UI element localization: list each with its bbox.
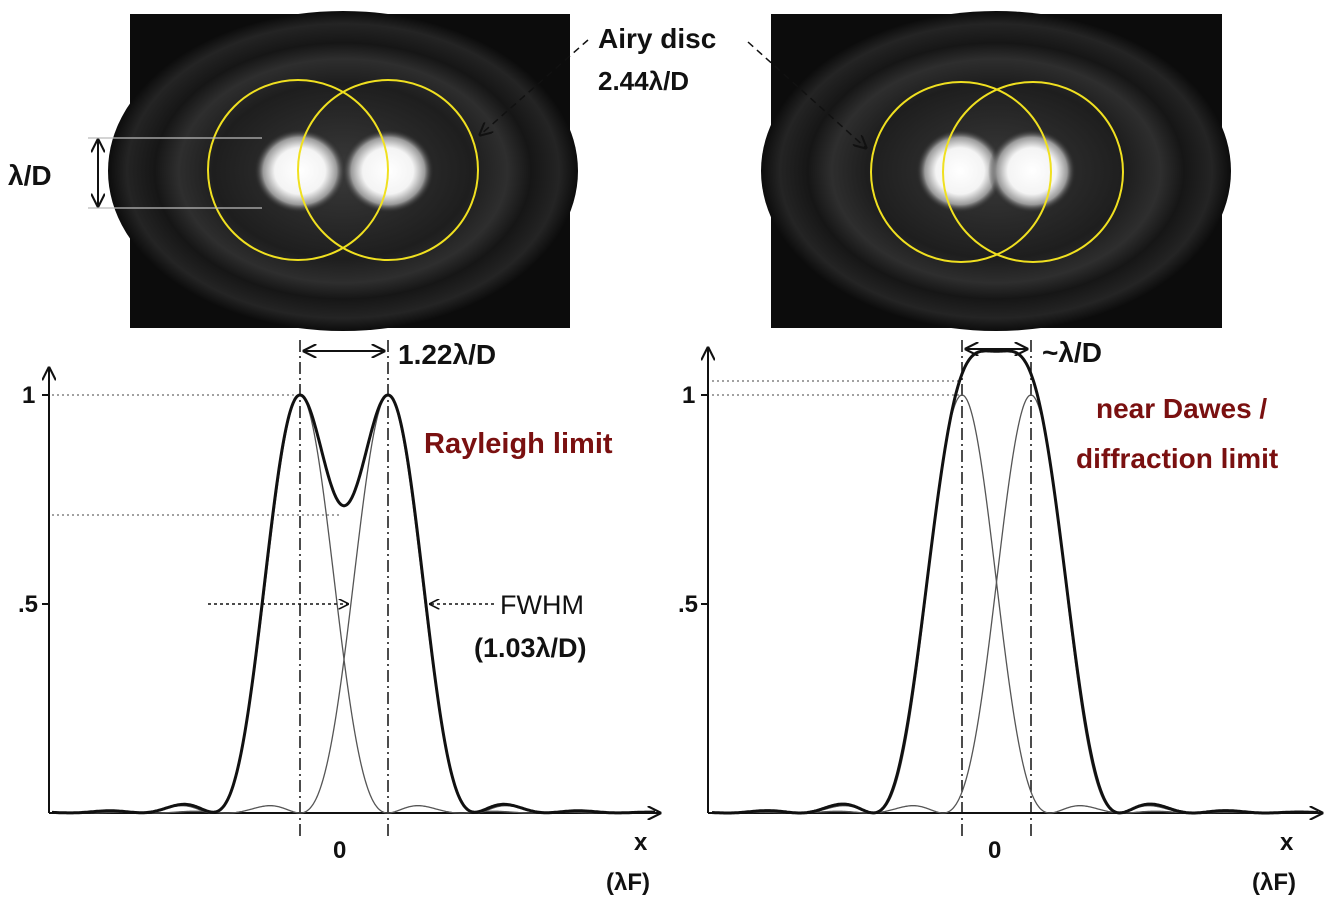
x-axis-label: x <box>1280 829 1294 856</box>
x-axis-unit: (λF) <box>1252 869 1296 896</box>
airy-disc-circle <box>942 81 1124 263</box>
y-tick-half: .5 <box>18 591 38 618</box>
airy-disc-title: Airy disc <box>598 23 716 54</box>
airy-disc-circle <box>207 79 389 261</box>
rayleigh-limit-label: Rayleigh limit <box>424 428 613 460</box>
x-tick-zero: 0 <box>333 837 346 864</box>
lambda-over-d-label: λ/D <box>8 160 52 191</box>
x-tick-zero: 0 <box>988 837 1001 864</box>
airy-disc-circle <box>297 79 479 261</box>
y-tick-half: .5 <box>678 591 698 618</box>
rayleigh-plot: 1 .5 0 x (λF) 1.22λ/D Rayleigh limit FWH… <box>18 339 660 896</box>
y-tick-1: 1 <box>682 382 695 409</box>
dawes-separation: ~λ/D <box>1042 337 1102 368</box>
dawes-plot: 1 .5 0 x (λF) ~λ/D near Dawes / diffract… <box>678 337 1322 896</box>
dawes-image <box>761 11 1231 331</box>
lambda-bracket: λ/D <box>8 137 262 209</box>
airy-disc-circle <box>870 81 1052 263</box>
combined-profile-curve <box>52 393 655 815</box>
airy-spot <box>254 129 346 213</box>
fwhm-value: (1.03λ/D) <box>474 633 587 663</box>
airy-disc-annotation: Airy disc 2.44λ/D <box>480 23 866 148</box>
y-tick-1: 1 <box>22 382 35 409</box>
airy-disc-size: 2.44λ/D <box>598 66 689 96</box>
dawes-label-line2: diffraction limit <box>1076 443 1278 474</box>
x-axis-label: x <box>634 829 648 856</box>
airy-spot <box>988 129 1076 213</box>
dawes-label-line1: near Dawes / <box>1096 393 1267 424</box>
x-axis-unit: (λF) <box>606 869 650 896</box>
fwhm-label: FWHM <box>500 590 584 620</box>
rayleigh-image <box>108 11 578 331</box>
airy-spot <box>916 129 1004 213</box>
combined-profile-curve <box>711 349 1318 815</box>
airy-arrow-right <box>747 41 866 148</box>
rayleigh-separation: 1.22λ/D <box>398 339 496 370</box>
